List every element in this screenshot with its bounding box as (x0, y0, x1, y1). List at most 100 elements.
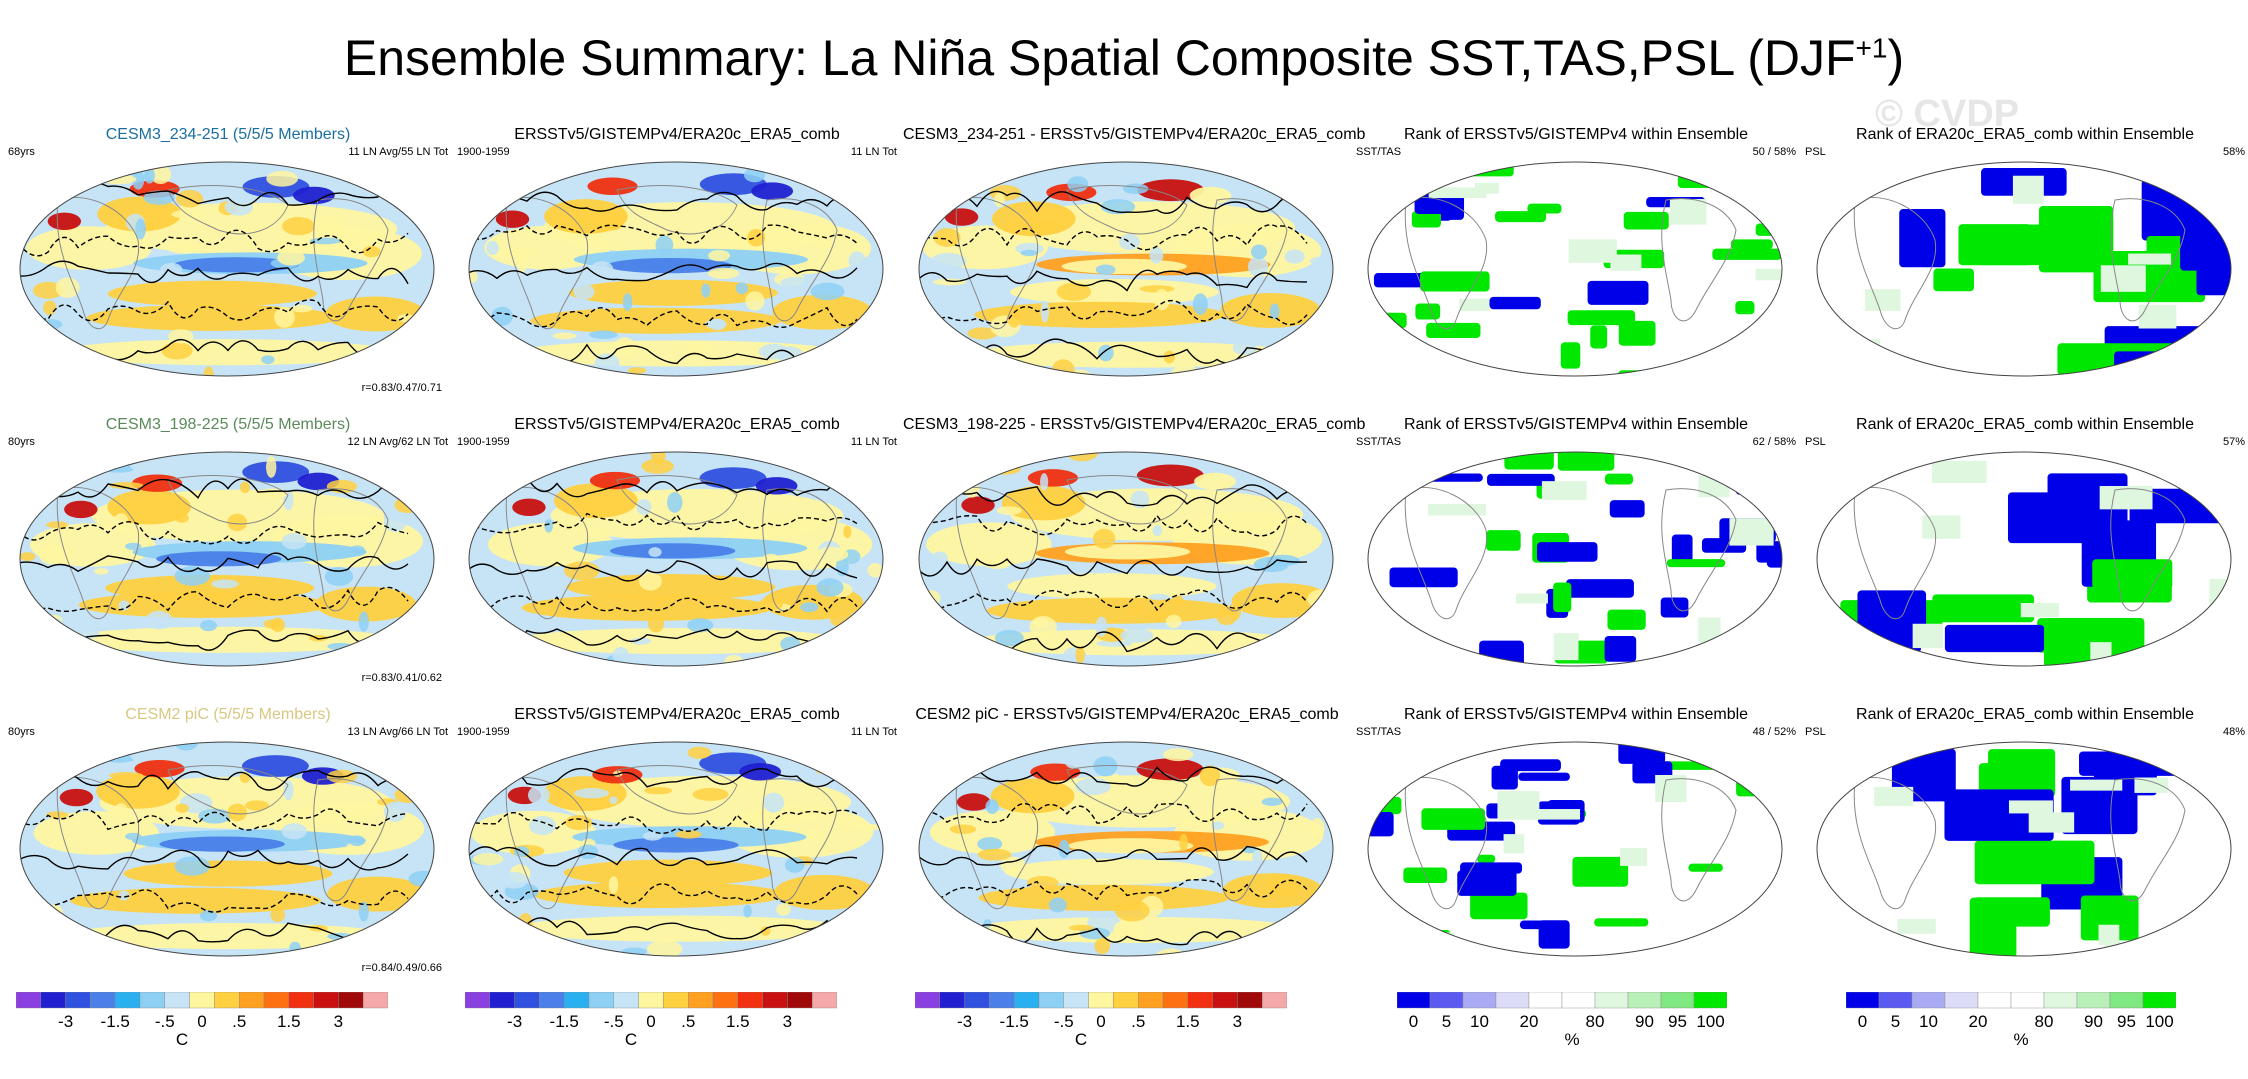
colorbar-tick-label: 20 (1968, 1012, 1988, 1031)
colorbar-bin (1495, 992, 1530, 1009)
panel-left-label: 1900-1959 (457, 436, 510, 448)
panel-title: Rank of ERSSTv5/GISTEMPv4 within Ensembl… (1403, 126, 1749, 143)
colorbar-bin (989, 992, 1015, 1009)
colorbar-bin (1944, 992, 1979, 1009)
panel-right-label: 48% (2222, 726, 2245, 738)
colorbar-unit-label: C (1074, 1030, 1088, 1049)
colorbar-bin (812, 992, 837, 1009)
rank-colorbar-1: 0 5 10 20 80 90 95 100% (1397, 992, 1727, 1052)
colorbar-bin (1561, 992, 1596, 1009)
map-panel-r2c3: CESM3_198-225 - ERSSTv5/GISTEMPv4/ERA20c… (903, 416, 1366, 706)
colorbar-tick-label: 5 (1890, 1012, 1901, 1031)
anomaly-map (918, 741, 1334, 957)
colorbar-bin (40, 992, 66, 1009)
colorbar-bin (1212, 992, 1238, 1009)
colorbar-unit-label: % (2013, 1030, 2029, 1049)
colorbar-bin (1693, 992, 1727, 1009)
colorbar-tick-label: -3 (58, 1012, 74, 1031)
colorbar-swatches (16, 992, 388, 1009)
panel-title: Rank of ERA20c_ERA5_comb within Ensemble (1856, 126, 2194, 143)
colorbar-tick-label: 5 (1441, 1012, 1452, 1031)
colorbar-tick-label: 10 (1470, 1012, 1489, 1031)
colorbar-bin (114, 992, 141, 1009)
pattern-correlation-label: r=0.84/0.49/0.66 (361, 962, 442, 974)
colorbar-bin (65, 992, 91, 1009)
map-panel-r1c1: CESM3_234-251 (5/5/5 Members) 68yrs 11 LN … (4, 126, 452, 416)
panel-title: ERSSTv5/GISTEMPv4/ERA20c_ERA5_comb (514, 126, 840, 143)
rank-map (1367, 161, 1783, 377)
panel-title: Rank of ERSSTv5/GISTEMPv4 within Ensembl… (1403, 706, 1749, 723)
anomaly-colorbar-2: -3 -1.5 -.5 0 .5 1.5 3 C (465, 992, 837, 1052)
panel-left-label: PSL (1805, 726, 1826, 738)
colorbar-bin (164, 992, 190, 1009)
map-panel-r2c4: Rank of ERSSTv5/GISTEMPv4 within Ensembl… (1352, 416, 1800, 706)
anomaly-colorbar-3: -3 -1.5 -.5 0 .5 1.5 3 C (915, 992, 1287, 1052)
colorbar-swatches (1397, 992, 1727, 1009)
colorbar-bin (1911, 992, 1946, 1009)
anomaly-map (918, 161, 1334, 377)
colorbar-bin (1137, 992, 1164, 1009)
colorbar-bin (1429, 992, 1464, 1009)
map-panel-r3c2: ERSSTv5/GISTEMPv4/ERA20c_ERA5_comb 1900-1… (453, 706, 901, 996)
rank-map (1816, 161, 2232, 377)
colorbar-bin (762, 992, 788, 1009)
anomaly-map (468, 161, 884, 377)
colorbar-bin (588, 992, 614, 1009)
colorbar-bin (2043, 992, 2078, 1009)
rank-map (1367, 741, 1783, 957)
colorbar-tick-label: -3 (957, 1012, 973, 1031)
colorbar-tick-label: 1.5 (1175, 1012, 1200, 1031)
panel-left-label: 1900-1959 (457, 146, 510, 158)
map-panel-r1c5: Rank of ERA20c_ERA5_comb within Ensemble… (1801, 126, 2248, 416)
colorbar-tick-label: 80 (2034, 1012, 2054, 1031)
colorbar-tick-label: -.5 (154, 1012, 175, 1031)
colorbar-unit-label: C (624, 1030, 638, 1049)
colorbar-tick-label: 0 (1408, 1012, 1419, 1031)
panel-right-label: 57% (2222, 436, 2245, 448)
colorbar-tick-label: 80 (1585, 1012, 1605, 1031)
colorbar-bin (787, 992, 813, 1009)
colorbar-tick-label: 100 (1696, 1012, 1725, 1031)
panel-right-label: 48 / 52% (1752, 726, 1796, 738)
colorbar-bin (1038, 992, 1064, 1009)
colorbar-bin (189, 992, 215, 1009)
figure-title-end: ) (1887, 30, 1905, 86)
colorbar-bin (1187, 992, 1213, 1009)
colorbar-bin (964, 992, 990, 1009)
panel-left-label: 80yrs (8, 726, 35, 738)
colorbar-tick-label: 95 (1668, 1012, 1687, 1031)
map-panel-r1c3: CESM3_234-251 - ERSSTv5/GISTEMPv4/ERA20c… (903, 126, 1365, 416)
panel-title: Rank of ERA20c_ERA5_comb within Ensemble (1856, 706, 2194, 723)
colorbar-bin (663, 992, 689, 1009)
panel-right-label: 11 LN Avg/55 LN Tot (348, 146, 448, 158)
colorbar-tick-label: -1.5 (999, 1012, 1029, 1031)
anomaly-map (468, 451, 884, 667)
colorbar-swatches (465, 992, 837, 1009)
panel-title: CESM3_198-225 - ERSSTv5/GISTEMPv4/ERA20c… (903, 416, 1366, 433)
colorbar-tick-label: -3 (507, 1012, 523, 1031)
colorbar-bin (238, 992, 265, 1009)
map-panel-r1c2: ERSSTv5/GISTEMPv4/ERA20c_ERA5_comb 1900-1… (453, 126, 901, 416)
map-panel-r2c1: CESM3_198-225 (5/5/5 Members) 80yrs 12 LN … (4, 416, 452, 706)
panel-title: Rank of ERSSTv5/GISTEMPv4 within Ensembl… (1403, 416, 1749, 433)
colorbar-bin (613, 992, 639, 1009)
anomaly-map (19, 161, 435, 377)
rank-map (1367, 451, 1783, 667)
colorbar-tick-label: 0 (1096, 1012, 1106, 1031)
colorbar-bin (288, 992, 314, 1009)
panel-title: Rank of ERA20c_ERA5_comb within Ensemble (1856, 416, 2194, 433)
panel-title: CESM3_198-225 (5/5/5 Members) (105, 416, 351, 433)
colorbar-bin (139, 992, 165, 1009)
colorbar-tick-label: 3 (1232, 1012, 1243, 1031)
map-panel-r1c4: Rank of ERSSTv5/GISTEMPv4 within Ensembl… (1352, 126, 1800, 416)
panel-title: ERSSTv5/GISTEMPv4/ERA20c_ERA5_comb (514, 706, 840, 723)
anomaly-map (19, 741, 435, 957)
colorbar-bin (1594, 992, 1629, 1009)
figure-title: Ensemble Summary: La Niña Spatial Compos… (0, 28, 2248, 88)
colorbar-unit-label: % (1564, 1030, 1580, 1049)
map-panel-r3c1: CESM2 piC (5/5/5 Members) 80yrs 13 LN Avg/… (4, 706, 452, 996)
colorbar-tick-label: .5 (681, 1012, 696, 1031)
colorbar-bin (263, 992, 289, 1009)
rank-map (1816, 451, 2232, 667)
colorbar-bin (2142, 992, 2176, 1009)
